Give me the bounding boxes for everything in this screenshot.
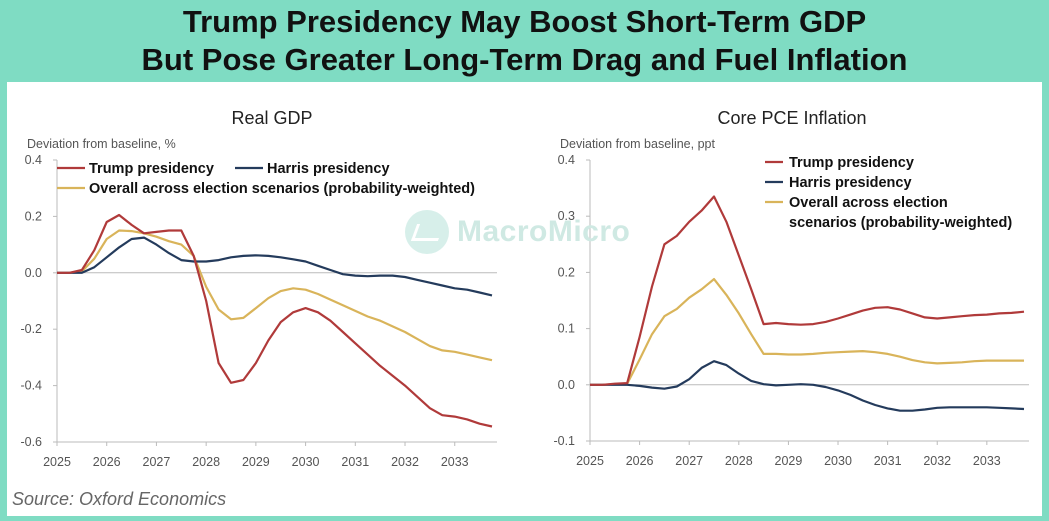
- watermark-text: MacroMicro: [457, 215, 631, 248]
- macromicro-logo-icon: [405, 210, 449, 254]
- legend-label: Overall across election: [789, 195, 948, 211]
- y-tick-label: -0.2: [20, 322, 42, 336]
- y-tick-label: 0.2: [25, 209, 42, 223]
- chart-title-text: Real GDP: [231, 108, 312, 128]
- legend-label: Harris presidency: [789, 175, 912, 191]
- y-tick-label: -0.1: [553, 434, 575, 448]
- x-tick-label: 2026: [626, 454, 654, 468]
- x-tick-label: 2025: [43, 455, 71, 469]
- x-tick-label: 2032: [923, 454, 951, 468]
- y-tick-label: 0.4: [25, 153, 42, 167]
- title-line-2: But Pose Greater Long-Term Drag and Fuel…: [141, 42, 908, 77]
- legend-label: Overall across election scenarios (proba…: [89, 181, 475, 197]
- series-line-harris: [57, 236, 493, 297]
- x-tick-label: 2029: [775, 454, 803, 468]
- x-tick-label: 2030: [824, 454, 852, 468]
- chart-title: Trump Presidency May Boost Short-Term GD…: [0, 0, 1049, 79]
- x-tick-label: 2031: [341, 455, 369, 469]
- y-tick-label: 0.3: [558, 209, 575, 223]
- y-tick-label: 0.0: [558, 378, 575, 392]
- legend-label: Trump presidency: [89, 161, 214, 177]
- y-tick-label: -0.4: [20, 379, 42, 393]
- y-tick-label: 0.2: [558, 265, 575, 279]
- x-tick-label: 2025: [576, 454, 604, 468]
- y-tick-label: 0.0: [25, 266, 42, 280]
- chart-title-text: Core PCE Inflation: [717, 108, 866, 128]
- x-tick-label: 2032: [391, 455, 419, 469]
- series-line-harris: [590, 360, 1025, 412]
- y-axis-label: Deviation from baseline, ppt: [560, 137, 715, 151]
- legend-label: Harris presidency: [267, 161, 390, 177]
- real-gdp-chart: Real GDP Deviation from baseline, % 0.4 0.2…: [20, 108, 497, 469]
- legend-label-cont: scenarios (probability-weighted): [789, 215, 1012, 231]
- series-line-trump: [57, 213, 493, 428]
- series-line-overall: [590, 278, 1024, 386]
- y-axis-label: Deviation from baseline, %: [27, 137, 176, 151]
- chart-panel: Real GDP Deviation from baseline, % 0.4 0.2…: [7, 82, 1042, 516]
- title-line-1: Trump Presidency May Boost Short-Term GD…: [182, 4, 867, 39]
- series-line-overall: [57, 229, 493, 362]
- x-tick-label: 2033: [441, 455, 469, 469]
- x-tick-label: 2026: [93, 455, 121, 469]
- x-tick-label: 2030: [292, 455, 320, 469]
- y-tick-label: -0.6: [20, 435, 42, 449]
- x-tick-label: 2027: [675, 454, 703, 468]
- watermark: MacroMicro: [405, 210, 630, 254]
- x-tick-label: 2031: [874, 454, 902, 468]
- x-tick-label: 2028: [192, 455, 220, 469]
- x-tick-label: 2033: [973, 454, 1001, 468]
- x-tick-label: 2029: [242, 455, 270, 469]
- y-tick-label: 0.1: [558, 322, 575, 336]
- x-tick-label: 2028: [725, 454, 753, 468]
- source-note: Source: Oxford Economics: [12, 489, 227, 509]
- legend-label: Trump presidency: [789, 155, 914, 171]
- y-tick-label: 0.4: [558, 153, 575, 167]
- x-tick-label: 2027: [143, 455, 171, 469]
- series-line-trump: [590, 195, 1025, 386]
